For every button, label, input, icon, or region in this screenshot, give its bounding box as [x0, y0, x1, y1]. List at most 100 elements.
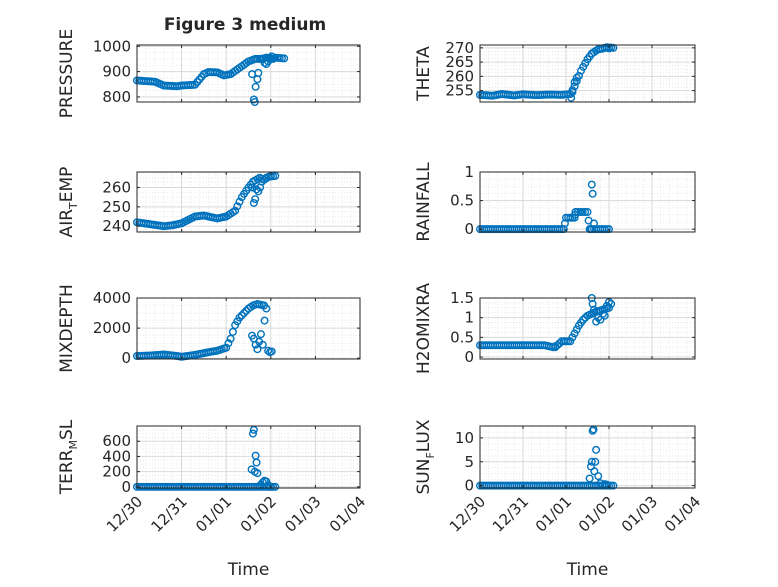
data-point	[252, 458, 261, 467]
subplot-rainfall: 0 0.5 1 RAINFALL	[414, 162, 696, 242]
data-point	[265, 53, 274, 62]
data-point	[560, 219, 569, 228]
data-point	[551, 343, 560, 352]
axes-background	[137, 426, 360, 488]
y-tick-label: 1	[464, 163, 474, 181]
data-point	[592, 317, 601, 326]
y-tick-label: 260	[445, 67, 474, 85]
y-tick-label: 10	[455, 429, 474, 447]
y-tick-label: 1000	[93, 37, 131, 55]
axes-box	[136, 425, 361, 489]
y-tick-label: 240	[102, 217, 131, 235]
y-tick-label: 260	[102, 178, 131, 196]
data-point	[568, 88, 577, 97]
y-axis-label: PRESSURE	[57, 29, 77, 118]
figure-title: Figure 3 medium	[164, 15, 326, 35]
data-point	[587, 180, 596, 189]
data-point	[262, 304, 271, 313]
data-point	[235, 197, 244, 206]
data-point	[589, 305, 598, 314]
axes-background	[480, 172, 695, 232]
y-axis-label-subscript: F	[424, 452, 437, 458]
subplot-h2omixra: 0 0.51 1.5 H2OMIXRA	[414, 283, 696, 374]
y-tick-label: 265	[445, 53, 474, 71]
y-tick-label: 5	[464, 453, 474, 471]
y-tick-label: 255	[445, 82, 474, 100]
y-axis-label-tail: LUX	[414, 419, 434, 452]
y-axis-label-main: MIXDEPTH	[57, 284, 77, 373]
subplot-mixdepth: 0 2000 4000 MIXDEPTH	[57, 284, 361, 373]
data-point	[251, 195, 260, 204]
data-point	[607, 299, 616, 308]
data-point	[280, 54, 289, 63]
y-tick-label: 4000	[93, 289, 131, 307]
data-point	[249, 198, 258, 207]
y-tick-label: 1	[464, 309, 474, 327]
data-point	[267, 52, 276, 61]
minor-grid	[480, 172, 695, 232]
data-point	[254, 68, 263, 77]
y-axis-label: TERRMSL	[57, 419, 80, 495]
y-tick-label: 0	[464, 348, 474, 366]
series-markers	[132, 171, 280, 231]
data-point	[585, 474, 594, 483]
data-point	[566, 337, 575, 346]
data-point	[264, 346, 273, 355]
y-tick-label: 1.5	[450, 289, 474, 307]
data-point	[226, 334, 235, 343]
y-tick-label: 250	[102, 198, 131, 216]
data-point	[254, 187, 263, 196]
data-point	[260, 316, 269, 325]
y-axis-label-main: RAINFALL	[414, 162, 434, 242]
data-point	[222, 343, 231, 352]
y-axis-label-main: H2OMIXRA	[414, 283, 434, 374]
y-tick-label: 0	[464, 477, 474, 495]
data-point	[572, 325, 581, 334]
data-point	[231, 206, 240, 215]
axes-box	[136, 44, 361, 103]
data-point	[267, 347, 276, 356]
y-axis-label: SUNFLUX	[414, 419, 437, 494]
y-axis-label-main: PRESSURE	[57, 29, 77, 118]
y-axis-label-subscript: M	[67, 440, 80, 450]
y-tick-label: 0.5	[450, 192, 474, 210]
y-axis-label-tail: EMP	[57, 167, 77, 203]
data-point	[240, 309, 249, 318]
data-point	[228, 327, 237, 336]
x-axis-label: Time	[227, 560, 270, 580]
data-point	[587, 457, 596, 466]
y-tick-label: 400	[102, 447, 131, 465]
data-point	[233, 202, 242, 211]
minor-grid	[480, 425, 695, 488]
minor-grid	[480, 298, 695, 359]
data-point	[257, 177, 266, 186]
y-axis-label: H2OMIXRA	[414, 283, 434, 374]
data-point	[249, 425, 258, 434]
axes-box	[479, 44, 696, 103]
data-point	[248, 429, 257, 438]
y-tick-label: 0.5	[450, 328, 474, 346]
y-tick-label: 270	[445, 39, 474, 57]
data-point	[592, 445, 601, 454]
y-axis-label-tail: SL	[57, 419, 77, 440]
y-axis-label: MIXDEPTH	[57, 284, 77, 373]
axes-box	[136, 171, 361, 233]
y-axis-label-subscript: T	[67, 202, 80, 210]
data-point	[248, 183, 257, 192]
series-markers	[476, 43, 618, 102]
data-point	[579, 315, 588, 324]
subplot-pressure: 800 900 1000 PRESSURE	[57, 29, 361, 118]
y-axis-label: RAINFALL	[414, 162, 434, 242]
y-axis-label-main: THETA	[414, 46, 434, 102]
y-axis-label: THETA	[414, 46, 434, 102]
data-point	[253, 345, 262, 354]
y-tick-label: 800	[102, 88, 131, 106]
data-point	[588, 189, 597, 198]
data-point	[266, 482, 275, 491]
y-axis-label: AIRTEMP	[57, 167, 80, 238]
data-point	[256, 330, 265, 339]
